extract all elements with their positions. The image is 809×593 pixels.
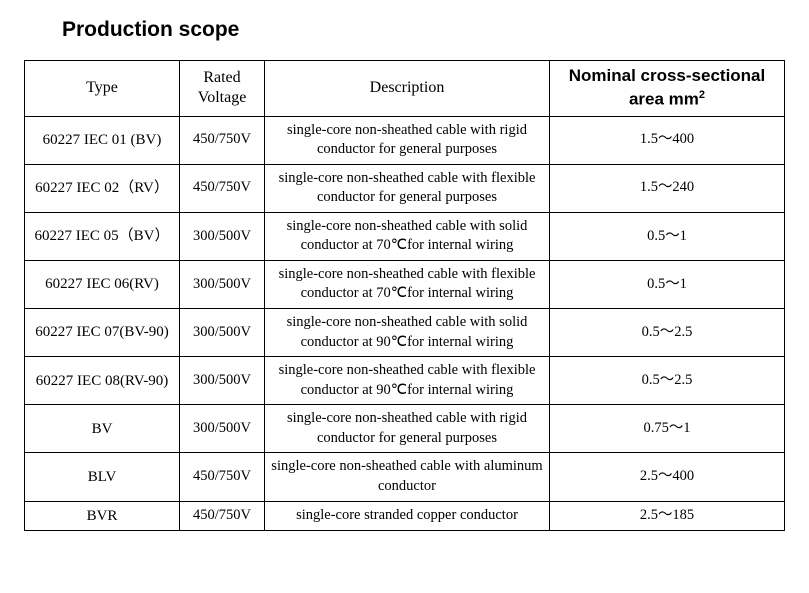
table-row: BV 300/500V single-core non-sheathed cab… xyxy=(25,405,785,453)
table-row: 60227 IEC 02（RV） 450/750V single-core no… xyxy=(25,164,785,212)
table-row: 60227 IEC 08(RV-90) 300/500V single-core… xyxy=(25,357,785,405)
cell-description: single-core non-sheathed cable with flex… xyxy=(265,260,550,308)
cell-type: BVR xyxy=(25,501,180,530)
cell-description: single-core non-sheathed cable with soli… xyxy=(265,309,550,357)
cell-area: 1.5～240 xyxy=(550,164,785,212)
col-type: Type xyxy=(25,61,180,117)
cell-description: single-core stranded copper conductor xyxy=(265,501,550,530)
page-title: Production scope xyxy=(62,18,785,42)
col-area: Nominal cross-sectional area mm2 xyxy=(550,61,785,117)
table-row: BVR 450/750V single-core stranded copper… xyxy=(25,501,785,530)
cell-voltage: 450/750V xyxy=(180,501,265,530)
cell-description: single-core non-sheathed cable with alum… xyxy=(265,453,550,501)
cell-voltage: 450/750V xyxy=(180,453,265,501)
production-scope-table: Type Rated Voltage Description Nominal c… xyxy=(24,60,785,531)
cell-voltage: 450/750V xyxy=(180,116,265,164)
cell-area: 1.5～400 xyxy=(550,116,785,164)
table-row: 60227 IEC 01 (BV) 450/750V single-core n… xyxy=(25,116,785,164)
col-area-sup: 2 xyxy=(699,89,705,101)
cell-type: 60227 IEC 08(RV-90) xyxy=(25,357,180,405)
cell-type: BLV xyxy=(25,453,180,501)
col-description: Description xyxy=(265,61,550,117)
cell-area: 0.75～1 xyxy=(550,405,785,453)
cell-type: 60227 IEC 02（RV） xyxy=(25,164,180,212)
col-voltage: Rated Voltage xyxy=(180,61,265,117)
cell-description: single-core non-sheathed cable with rigi… xyxy=(265,405,550,453)
cell-area: 0.5～1 xyxy=(550,260,785,308)
cell-area: 2.5～185 xyxy=(550,501,785,530)
col-voltage-l2: Voltage xyxy=(198,89,247,106)
table-row: BLV 450/750V single-core non-sheathed ca… xyxy=(25,453,785,501)
table-row: 60227 IEC 07(BV-90) 300/500V single-core… xyxy=(25,309,785,357)
cell-area: 0.5～2.5 xyxy=(550,357,785,405)
col-area-l1: Nominal cross-sectional xyxy=(569,66,766,85)
cell-voltage: 300/500V xyxy=(180,260,265,308)
cell-area: 0.5～1 xyxy=(550,212,785,260)
table-header-row: Type Rated Voltage Description Nominal c… xyxy=(25,61,785,117)
cell-voltage: 300/500V xyxy=(180,357,265,405)
table-row: 60227 IEC 05（BV） 300/500V single-core no… xyxy=(25,212,785,260)
cell-type: 60227 IEC 01 (BV) xyxy=(25,116,180,164)
cell-type: 60227 IEC 05（BV） xyxy=(25,212,180,260)
cell-type: BV xyxy=(25,405,180,453)
cell-description: single-core non-sheathed cable with rigi… xyxy=(265,116,550,164)
cell-description: single-core non-sheathed cable with soli… xyxy=(265,212,550,260)
cell-type: 60227 IEC 06(RV) xyxy=(25,260,180,308)
cell-description: single-core non-sheathed cable with flex… xyxy=(265,357,550,405)
col-area-l2: area mm xyxy=(629,90,699,109)
cell-type: 60227 IEC 07(BV-90) xyxy=(25,309,180,357)
cell-voltage: 300/500V xyxy=(180,212,265,260)
cell-area: 0.5～2.5 xyxy=(550,309,785,357)
table-row: 60227 IEC 06(RV) 300/500V single-core no… xyxy=(25,260,785,308)
cell-description: single-core non-sheathed cable with flex… xyxy=(265,164,550,212)
cell-area: 2.5～400 xyxy=(550,453,785,501)
cell-voltage: 450/750V xyxy=(180,164,265,212)
cell-voltage: 300/500V xyxy=(180,309,265,357)
col-voltage-l1: Rated xyxy=(203,69,240,86)
cell-voltage: 300/500V xyxy=(180,405,265,453)
